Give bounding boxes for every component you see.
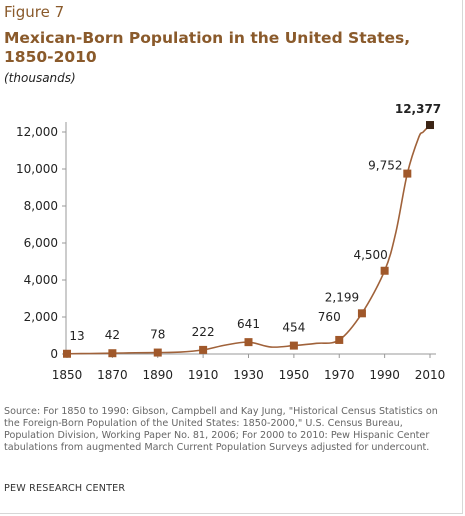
- x-tick-label: 1870: [97, 368, 128, 382]
- x-tick-label: 2010: [415, 368, 446, 382]
- data-point-marker: [108, 349, 117, 358]
- chart-axes: 0 2,000 4,000 6,000 8,000 10,000 12,000 1850 187…: [16, 122, 445, 382]
- y-tick-label: 0: [50, 347, 58, 361]
- source-note: Source: For 1850 to 1990: Gibson, Campbe…: [4, 406, 438, 453]
- x-tick-label: 1910: [188, 368, 219, 382]
- y-tick-label: 10,000: [16, 162, 58, 176]
- data-label: 78: [150, 328, 165, 342]
- data-label: 760: [318, 310, 341, 324]
- data-label: 454: [282, 321, 305, 335]
- line-chart: 0 2,000 4,000 6,000 8,000 10,000 12,000 1850 187…: [16, 102, 445, 382]
- y-tick-label: 6,000: [24, 236, 58, 250]
- data-point-marker: [380, 266, 389, 275]
- data-point-marker: [199, 345, 208, 354]
- y-tick-label: 2,000: [24, 310, 58, 324]
- chart-title: Mexican-Born Population in the United St…: [4, 29, 411, 66]
- y-tick-label: 12,000: [16, 125, 58, 139]
- x-tick-label: 1890: [142, 368, 173, 382]
- x-tick-label: 1970: [324, 368, 355, 382]
- chart-label-layer: 13 42 78 222 641 454 760 2,199 4,500 9,752 12,377: [69, 102, 441, 343]
- data-point-marker: [403, 169, 412, 178]
- data-point-marker: [289, 341, 298, 350]
- data-label: 2,199: [325, 290, 359, 304]
- x-tick-label: 1950: [279, 368, 310, 382]
- data-label: 12,377: [395, 102, 441, 116]
- data-label: 42: [105, 328, 120, 342]
- credit-line: PEW RESEARCH CENTER: [4, 483, 126, 494]
- chart-line-layer: [66, 124, 431, 355]
- figure-label: Figure 7: [4, 3, 65, 21]
- y-tick-label: 8,000: [24, 199, 58, 213]
- x-tick-label: 1930: [233, 368, 264, 382]
- data-point-marker: [244, 338, 253, 347]
- chart-marker-layer: [63, 121, 434, 358]
- data-label: 13: [69, 329, 84, 343]
- data-point-marker: [153, 348, 162, 357]
- data-label: 9,752: [368, 159, 402, 173]
- x-tick-label: 1850: [52, 368, 83, 382]
- data-label: 641: [237, 317, 260, 331]
- data-label: 222: [192, 325, 215, 339]
- data-point-marker: [357, 309, 366, 318]
- data-point-marker: [335, 335, 344, 344]
- y-tick-label: 4,000: [24, 273, 58, 287]
- data-point-marker: [426, 121, 434, 130]
- data-label: 4,500: [353, 248, 387, 262]
- x-tick-label: 1990: [369, 368, 400, 382]
- chart-subtitle: (thousands): [4, 71, 76, 85]
- series-line: [66, 124, 431, 355]
- data-point-marker: [63, 349, 71, 358]
